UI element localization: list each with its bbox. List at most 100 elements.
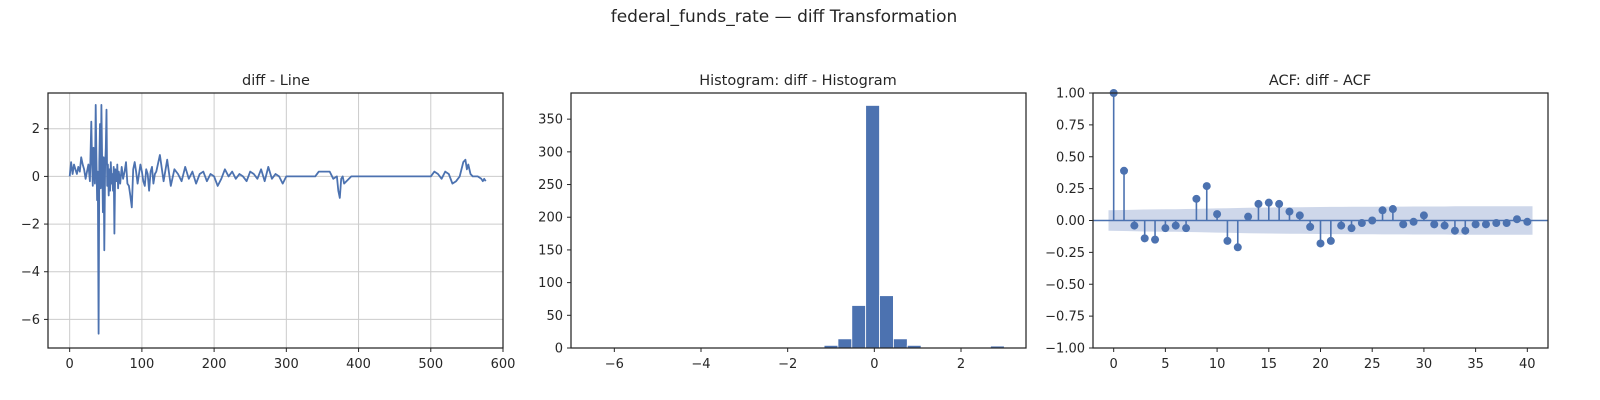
acf-point xyxy=(1192,194,1201,203)
acf-ytick-label: −0.75 xyxy=(1045,310,1085,325)
acf-point xyxy=(1275,199,1284,208)
acf-point xyxy=(1378,206,1387,215)
histogram-bar xyxy=(893,338,908,349)
acf-point xyxy=(1512,215,1521,224)
acf-point xyxy=(1419,211,1428,220)
acf-point xyxy=(1140,234,1149,243)
acf-ytick-label: 0.50 xyxy=(1056,150,1085,165)
acf-point xyxy=(1202,182,1211,191)
line-chart-frame xyxy=(47,92,504,349)
acf-point xyxy=(1399,220,1408,229)
acf-point xyxy=(1461,226,1470,235)
acf-point xyxy=(1161,224,1170,233)
acf-xtick-label: 25 xyxy=(1364,357,1381,372)
line-series xyxy=(68,104,487,335)
histogram-xtick-label: 2 xyxy=(957,357,965,372)
acf-xtick-label: 40 xyxy=(1519,357,1536,372)
histogram-xtick-label: −2 xyxy=(778,357,797,372)
acf-xtick-label: 5 xyxy=(1161,357,1169,372)
acf-title: ACF: diff - ACF xyxy=(1269,73,1371,89)
acf-point xyxy=(1481,220,1490,229)
line-chart-xtick-label: 600 xyxy=(491,357,516,372)
acf-ytick-label: −0.25 xyxy=(1045,246,1085,261)
acf-point xyxy=(1326,236,1335,245)
acf-xtick-label: 20 xyxy=(1312,357,1329,372)
acf-point xyxy=(1368,216,1377,225)
acf-point xyxy=(1130,221,1139,230)
line-chart-title: diff - Line xyxy=(242,73,310,89)
acf-xtick-label: 30 xyxy=(1416,357,1433,372)
line-chart-ytick-label: −6 xyxy=(21,313,40,328)
histogram-ytick-label: 100 xyxy=(538,276,563,291)
histogram-frame xyxy=(570,92,1027,349)
histogram-ytick-label: 200 xyxy=(538,211,563,226)
acf-point xyxy=(1244,212,1253,221)
acf-ytick-label: 1.00 xyxy=(1056,87,1085,102)
histogram-ytick-label: 350 xyxy=(538,113,563,128)
histogram-bar xyxy=(879,295,894,349)
acf-point xyxy=(1430,220,1439,229)
line-chart-xtick-label: 500 xyxy=(418,357,443,372)
line-chart-xtick-label: 0 xyxy=(66,357,74,372)
histogram-ytick-label: 300 xyxy=(538,145,563,160)
line-chart-xtick-label: 400 xyxy=(346,357,371,372)
acf-point xyxy=(1285,207,1294,216)
acf-ytick-label: 0.00 xyxy=(1056,214,1085,229)
acf-point xyxy=(1233,243,1242,252)
histogram-ytick-label: 250 xyxy=(538,178,563,193)
line-chart-ytick-label: 0 xyxy=(32,170,40,185)
acf-point xyxy=(1213,210,1222,219)
line-chart-ytick-label: −4 xyxy=(21,265,40,280)
acf-point xyxy=(1120,166,1129,175)
acf-point xyxy=(1182,224,1191,233)
histogram-xtick-label: −6 xyxy=(605,357,624,372)
acf-xtick-label: 10 xyxy=(1209,357,1226,372)
acf-point xyxy=(1171,221,1180,230)
histogram-xtick-label: 0 xyxy=(870,357,878,372)
figure-suptitle: federal_funds_rate — diff Transformation xyxy=(611,7,958,27)
acf-point xyxy=(1306,222,1315,231)
acf-point xyxy=(1337,221,1346,230)
acf-xtick-label: 15 xyxy=(1261,357,1278,372)
acf-ytick-label: 0.25 xyxy=(1056,182,1085,197)
acf-point xyxy=(1264,198,1273,207)
acf-xtick-label: 35 xyxy=(1467,357,1484,372)
histogram-bar xyxy=(851,305,867,349)
histogram-bar xyxy=(837,338,853,349)
line-chart-xtick-label: 300 xyxy=(274,357,299,372)
acf-point xyxy=(1502,219,1511,228)
acf-ytick-label: −1.00 xyxy=(1045,342,1085,357)
acf-point xyxy=(1409,217,1418,226)
acf-point xyxy=(1151,235,1160,244)
histogram-title: Histogram: diff - Histogram xyxy=(699,73,897,89)
acf-point xyxy=(1450,226,1459,235)
histogram-xtick-label: −4 xyxy=(691,357,710,372)
acf-point xyxy=(1471,220,1480,229)
acf-point xyxy=(1492,219,1501,228)
acf-point xyxy=(1388,205,1397,214)
acf-panel: ACF: diff - ACF 0 5 10 15 20 25 30 35 40 −1.00 −0.… xyxy=(1045,73,1549,372)
histogram-panel: Histogram: diff - Histogram −6 −4 −2 0 2 0 50 1… xyxy=(538,73,1027,372)
line-chart-ytick-label: −2 xyxy=(21,218,40,233)
acf-point xyxy=(1223,236,1232,245)
acf-point xyxy=(1440,221,1449,230)
line-chart-ytick-label: 2 xyxy=(32,122,40,137)
acf-ytick-label: −0.50 xyxy=(1045,278,1085,293)
acf-ytick-label: 0.75 xyxy=(1056,118,1085,133)
acf-point xyxy=(1523,217,1532,226)
acf-xtick-label: 0 xyxy=(1110,357,1118,372)
histogram-bar xyxy=(865,105,880,349)
histogram-ytick-label: 0 xyxy=(555,342,563,357)
acf-point xyxy=(1357,219,1366,228)
histogram-ytick-label: 50 xyxy=(546,309,563,324)
line-chart-xtick-label: 200 xyxy=(202,357,227,372)
acf-point xyxy=(1295,211,1304,220)
line-chart-panel: diff - Line 0 100 200 300 400 500 600 −6 −4 −2 0 2 xyxy=(21,73,516,372)
line-chart-xtick-label: 100 xyxy=(129,357,154,372)
acf-point xyxy=(1347,224,1356,233)
histogram-ytick-label: 150 xyxy=(538,243,563,258)
acf-point xyxy=(1254,199,1263,208)
acf-point xyxy=(1316,239,1325,248)
acf-frame xyxy=(1092,92,1549,349)
